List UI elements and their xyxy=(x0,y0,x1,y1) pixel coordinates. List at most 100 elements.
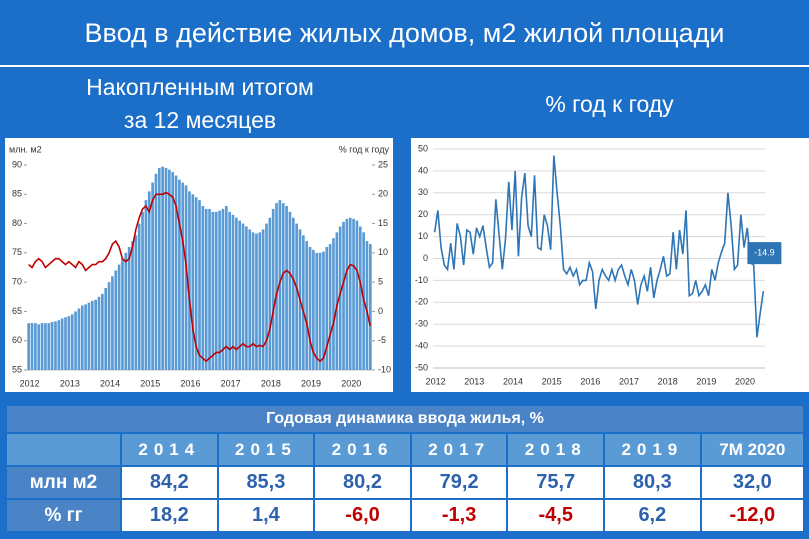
x-tick-label: 2015 xyxy=(140,378,160,388)
bar xyxy=(368,244,372,370)
bar xyxy=(332,238,335,370)
x-tick-label: 2016 xyxy=(180,378,200,388)
bar xyxy=(124,252,128,370)
bar xyxy=(285,206,288,370)
y2-tick-label: 20 xyxy=(378,189,388,199)
row-label: % гг xyxy=(7,500,120,531)
y-tick-label: -10 xyxy=(415,275,428,285)
y-tick-label: -50 xyxy=(415,362,428,372)
bar xyxy=(301,235,305,370)
bar xyxy=(157,167,161,370)
bar xyxy=(77,308,81,370)
bar xyxy=(224,206,228,370)
y-tick-label: 10 xyxy=(418,231,428,241)
bar xyxy=(328,244,332,370)
bar xyxy=(84,304,87,370)
right-title: % год к году xyxy=(545,91,674,117)
y2-tick-label: 10 xyxy=(378,247,388,257)
bar xyxy=(338,226,342,370)
column-header: 2014 xyxy=(122,434,217,465)
value-cell: 79,2 xyxy=(411,467,507,498)
bar xyxy=(255,233,258,370)
bar xyxy=(231,214,235,370)
bar xyxy=(251,232,255,370)
y2-tick-label: -5 xyxy=(378,335,386,345)
value-cell: 75,7 xyxy=(508,467,604,498)
bar xyxy=(281,203,285,370)
x-tick-label: 2018 xyxy=(261,378,281,388)
bar xyxy=(141,211,144,370)
bar xyxy=(57,320,61,370)
bar xyxy=(34,323,37,370)
y-tick-label: 0 xyxy=(423,253,428,263)
data-row: млн м2 84,2 85,3 80,2 79,2 75,7 80,3 32,0 xyxy=(7,467,803,498)
y2-tick-label: 5 xyxy=(378,277,383,287)
data-row: % гг 18,2 1,4 -6,0 -1,3 -4,5 6,2 -12,0 xyxy=(7,500,803,531)
bar xyxy=(208,208,211,370)
bar xyxy=(60,318,64,370)
table: Годовая динамика ввода жилья, % 2014 2015 2… xyxy=(5,404,805,533)
value-cell: 32,0 xyxy=(701,467,803,498)
bar xyxy=(271,208,275,370)
bar xyxy=(235,217,238,370)
x-tick-label: 2017 xyxy=(619,376,639,386)
bar xyxy=(315,252,319,370)
bar xyxy=(37,324,41,370)
bar xyxy=(355,220,359,370)
y-tick-label: 50 xyxy=(418,143,428,153)
x-tick-label: 2019 xyxy=(696,376,716,386)
bar xyxy=(168,169,171,370)
bar xyxy=(134,235,138,370)
bar xyxy=(111,276,114,370)
bar xyxy=(178,179,181,370)
bar xyxy=(295,223,298,370)
bar xyxy=(335,232,339,370)
value-cell: 18,2 xyxy=(122,500,217,531)
column-header: 2015 xyxy=(218,434,314,465)
bar xyxy=(101,293,104,370)
y-tick-label: 30 xyxy=(418,187,428,197)
slide-title: Ввод в действие жилых домов, м2 жилой пл… xyxy=(84,18,725,48)
data-label: -14.9 xyxy=(754,248,775,258)
row-label: млн м2 xyxy=(7,467,120,498)
bar xyxy=(352,218,355,370)
bar xyxy=(312,249,315,370)
y-tick-label: 90 xyxy=(12,159,22,169)
bar xyxy=(365,241,369,370)
column-header: 2016 xyxy=(315,434,410,465)
chart: 50 40 30 20 10 0 -10 -20 -30 -40 -50 2012 2013 2014 20… xyxy=(415,143,782,386)
bar xyxy=(248,229,252,370)
bar xyxy=(348,217,352,370)
bar xyxy=(104,288,108,370)
bar xyxy=(241,223,245,370)
x-tick-label: 2013 xyxy=(464,376,484,386)
bar xyxy=(358,226,362,370)
x-tick-label: 2019 xyxy=(301,378,321,388)
y-tick-label: -20 xyxy=(415,297,428,307)
left-title: за 12 месяцев xyxy=(123,107,277,133)
bar xyxy=(47,323,51,370)
x-tick-label: 2012 xyxy=(426,376,446,386)
bar xyxy=(87,302,91,370)
bar xyxy=(90,300,94,370)
bar xyxy=(80,305,84,370)
bar xyxy=(147,191,151,370)
bar xyxy=(161,166,164,370)
bar xyxy=(74,311,77,370)
bar xyxy=(44,323,47,370)
column-header: 7M 2020 xyxy=(701,434,803,465)
x-tick-label: 2014 xyxy=(100,378,120,388)
bar xyxy=(275,203,278,370)
y2-tick-label: -10 xyxy=(378,364,391,374)
value-cell: 1,4 xyxy=(218,500,314,531)
bar xyxy=(245,226,248,370)
chart-panel: 90 85 80 75 70 65 60 55 25 20 15 10 5 0 -5 -10 млн. м2% … xyxy=(5,138,393,392)
x-tick-label: 2020 xyxy=(341,378,361,388)
bar xyxy=(308,247,312,370)
bar xyxy=(265,223,268,370)
bar xyxy=(211,211,215,370)
bar xyxy=(305,241,309,370)
header-cell xyxy=(7,434,120,465)
